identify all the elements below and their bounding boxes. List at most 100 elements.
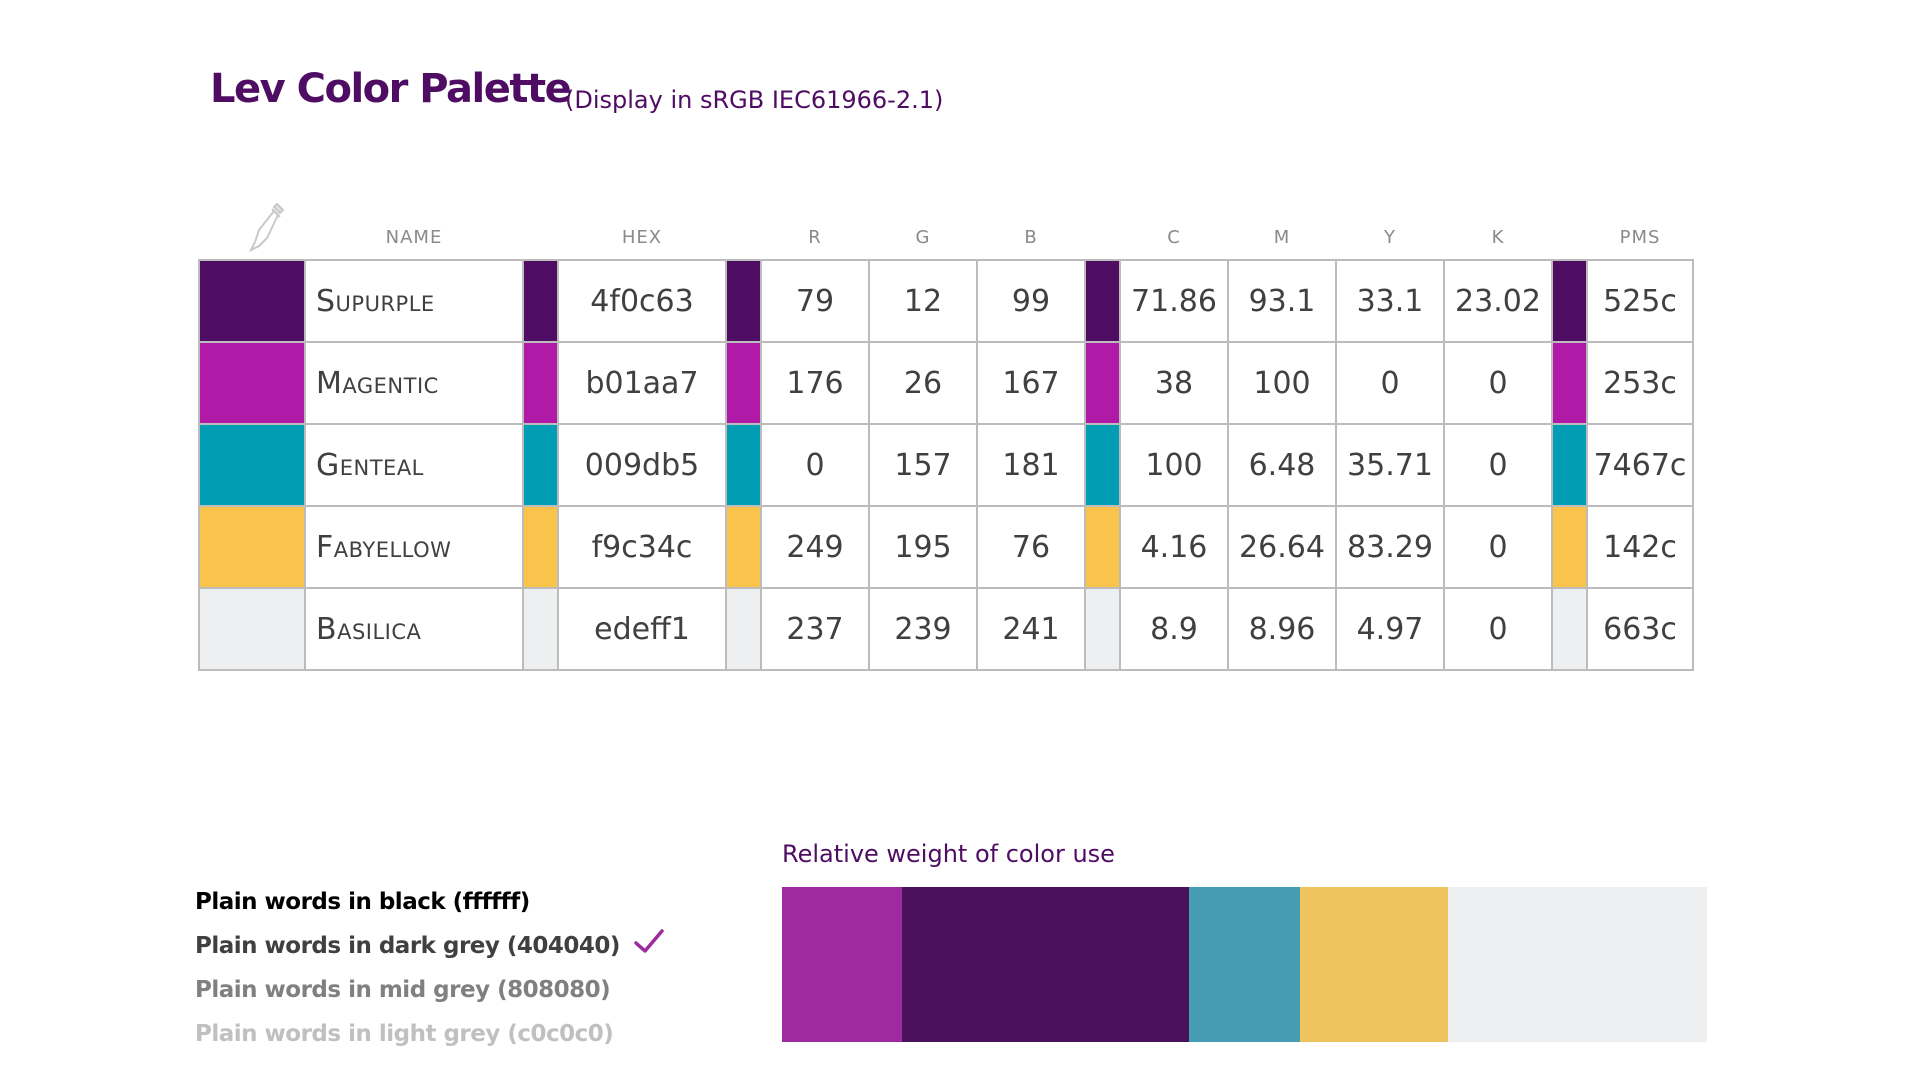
checkmark-icon (634, 929, 664, 953)
hex-cell: b01aa7 (557, 341, 727, 425)
c-cell: 71.86 (1119, 259, 1229, 343)
c-cell: 4.16 (1119, 505, 1229, 589)
page-subtitle: (Display in sRGB IEC61966-2.1) (565, 86, 944, 114)
mini-swatch (1551, 259, 1588, 343)
mini-swatch (1084, 423, 1121, 507)
hex-cell: 009db5 (557, 423, 727, 507)
color-swatch (198, 587, 306, 671)
k-cell: 23.02 (1443, 259, 1553, 343)
k-cell: 0 (1443, 587, 1553, 671)
mini-swatch (725, 505, 762, 589)
pms-cell: 525c (1586, 259, 1694, 343)
mini-swatch (522, 259, 559, 343)
b-cell: 99 (976, 259, 1086, 343)
hex-cell: 4f0c63 (557, 259, 727, 343)
pms-header: PMS (1619, 226, 1661, 248)
pms-cell: 253c (1586, 341, 1694, 425)
text-color-list: Plain words in black (ffffff) Plain word… (195, 880, 664, 1056)
y-cell: 4.97 (1335, 587, 1445, 671)
r-header: R (808, 226, 822, 248)
c-cell: 100 (1119, 423, 1229, 507)
k-cell: 0 (1443, 341, 1553, 425)
m-cell: 8.96 (1227, 587, 1337, 671)
mini-swatch (1551, 505, 1588, 589)
mini-swatch (522, 505, 559, 589)
g-cell: 157 (868, 423, 978, 507)
mini-swatch (725, 587, 762, 671)
mini-swatch (725, 259, 762, 343)
color-name-cell: Genteal (304, 423, 524, 507)
c-cell: 38 (1119, 341, 1229, 425)
color-swatch (198, 259, 306, 343)
b-cell: 181 (976, 423, 1086, 507)
text-color-dark-grey: Plain words in dark grey (404040) (195, 933, 620, 959)
mini-swatch (1084, 259, 1121, 343)
mini-swatch (1084, 505, 1121, 589)
m-header: M (1273, 226, 1291, 248)
weight-segment-supurple (902, 887, 1189, 1042)
b-cell: 167 (976, 341, 1086, 425)
m-cell: 100 (1227, 341, 1337, 425)
weight-chart-title: Relative weight of color use (782, 840, 1115, 868)
table-row: Magentic b01aa7 176 26 167 38 100 0 0 253c (198, 341, 1694, 425)
mini-swatch (1551, 587, 1588, 671)
r-cell: 0 (760, 423, 870, 507)
color-swatch (198, 341, 306, 425)
swatch-header (199, 215, 305, 260)
color-name-cell: Fabyellow (304, 505, 524, 589)
mini-swatch (1551, 341, 1588, 425)
r-cell: 249 (760, 505, 870, 589)
g-header: G (915, 226, 931, 248)
y-cell: 33.1 (1335, 259, 1445, 343)
mini-swatch (1551, 423, 1588, 507)
table-row: Genteal 009db5 0 157 181 100 6.48 35.71 0 7467c (198, 423, 1694, 507)
weight-segment-genteal (1189, 887, 1300, 1042)
hex-cell: edeff1 (557, 587, 727, 671)
weight-segment-magentic (782, 887, 902, 1042)
mini-swatch-header (1085, 215, 1120, 260)
mini-swatch (522, 423, 559, 507)
mini-swatch (1084, 587, 1121, 671)
mini-swatch-header (523, 215, 558, 260)
r-cell: 176 (760, 341, 870, 425)
weight-segment-fabyellow (1300, 887, 1448, 1042)
mini-swatch (725, 341, 762, 425)
mini-swatch (522, 341, 559, 425)
eyedropper-icon (248, 202, 285, 253)
color-swatch (198, 423, 306, 507)
page-title: Lev Color Palette (210, 66, 572, 112)
color-name-cell: Supurple (304, 259, 524, 343)
pms-cell: 142c (1586, 505, 1694, 589)
text-color-mid-grey: Plain words in mid grey (808080) (195, 977, 611, 1003)
k-cell: 0 (1443, 423, 1553, 507)
mini-swatch-header (1552, 215, 1587, 260)
pms-cell: 663c (1586, 587, 1694, 671)
mini-swatch (522, 587, 559, 671)
k-header: K (1491, 226, 1505, 248)
b-header: B (1024, 226, 1038, 248)
color-swatch (198, 505, 306, 589)
k-cell: 0 (1443, 505, 1553, 589)
hex-cell: f9c34c (557, 505, 727, 589)
mini-swatch (725, 423, 762, 507)
text-color-light-grey: Plain words in light grey (c0c0c0) (195, 1021, 614, 1047)
m-cell: 93.1 (1227, 259, 1337, 343)
g-cell: 26 (868, 341, 978, 425)
color-name-cell: Magentic (304, 341, 524, 425)
b-cell: 76 (976, 505, 1086, 589)
c-cell: 8.9 (1119, 587, 1229, 671)
text-color-black: Plain words in black (ffffff) (195, 889, 530, 915)
m-cell: 6.48 (1227, 423, 1337, 507)
y-header: Y (1384, 226, 1396, 248)
y-cell: 83.29 (1335, 505, 1445, 589)
r-cell: 237 (760, 587, 870, 671)
text-color-dark-grey-row: Plain words in dark grey (404040) (195, 924, 664, 968)
y-cell: 0 (1335, 341, 1445, 425)
color-name-cell: Basilica (304, 587, 524, 671)
pms-cell: 7467c (1586, 423, 1694, 507)
hex-header: HEX (621, 226, 663, 248)
c-header: C (1167, 226, 1181, 248)
palette-table-container: NAME HEX R G B C M Y K PMS Supurple 4f0c6… (198, 215, 1694, 671)
table-header-row: NAME HEX R G B C M Y K PMS (199, 215, 1693, 260)
